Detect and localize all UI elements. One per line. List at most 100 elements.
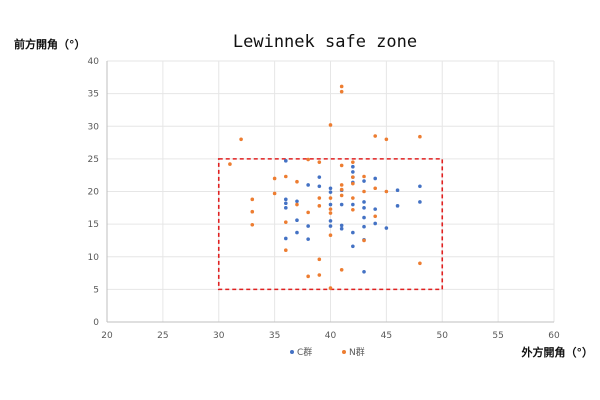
y-tick-label: 25 bbox=[88, 155, 99, 165]
data-point bbox=[284, 201, 288, 206]
data-point bbox=[250, 197, 255, 202]
data-point bbox=[339, 183, 344, 187]
x-tick-label: 45 bbox=[381, 331, 392, 341]
data-point bbox=[328, 224, 333, 228]
data-point bbox=[362, 206, 366, 210]
data-point bbox=[418, 200, 422, 204]
data-point bbox=[328, 123, 333, 127]
data-point bbox=[284, 206, 288, 210]
data-point bbox=[250, 222, 255, 227]
data-point bbox=[250, 209, 255, 214]
data-point bbox=[418, 134, 422, 139]
data-point bbox=[362, 224, 366, 229]
x-tick-label: 35 bbox=[269, 331, 280, 341]
data-point bbox=[362, 269, 366, 274]
data-point bbox=[272, 191, 277, 196]
legend: C群 N群 bbox=[290, 346, 365, 358]
chart-title: Lewinnek safe zone bbox=[233, 32, 417, 52]
y-axis-title: 前方開角（°） bbox=[14, 37, 86, 51]
y-tick-label: 5 bbox=[93, 285, 99, 295]
data-point bbox=[328, 233, 333, 238]
x-tick-label: 55 bbox=[492, 331, 503, 341]
x-axis-title: 外方開角（°） bbox=[521, 345, 594, 359]
y-tick-label: 20 bbox=[88, 188, 100, 198]
data-point bbox=[328, 202, 333, 207]
y-tick-label: 35 bbox=[88, 90, 99, 100]
data-point bbox=[317, 257, 322, 262]
data-point bbox=[328, 196, 333, 200]
data-point bbox=[362, 179, 366, 183]
data-point bbox=[306, 157, 310, 162]
legend-item: N群 bbox=[342, 346, 365, 358]
legend-marker bbox=[342, 350, 346, 354]
x-tick-label: 30 bbox=[213, 331, 225, 341]
data-point bbox=[328, 219, 333, 223]
data-point bbox=[373, 214, 378, 219]
data-point bbox=[373, 176, 378, 181]
data-point bbox=[362, 189, 366, 194]
data-point bbox=[295, 218, 299, 223]
data-point bbox=[418, 184, 422, 189]
data-point bbox=[295, 179, 299, 184]
data-point bbox=[362, 238, 366, 243]
y-tick-label: 0 bbox=[93, 318, 99, 328]
data-point bbox=[328, 190, 333, 194]
data-points bbox=[228, 84, 422, 290]
data-point bbox=[384, 137, 389, 142]
data-point bbox=[339, 89, 344, 94]
x-tick-label: 50 bbox=[437, 331, 449, 341]
legend-marker bbox=[290, 350, 294, 354]
data-point bbox=[351, 175, 355, 179]
data-point bbox=[284, 220, 288, 224]
data-point bbox=[339, 193, 344, 198]
data-point bbox=[284, 248, 288, 253]
data-point bbox=[339, 84, 344, 89]
data-point bbox=[328, 211, 333, 215]
data-point bbox=[373, 221, 378, 226]
data-point bbox=[351, 196, 355, 200]
data-point bbox=[351, 244, 355, 249]
data-point bbox=[362, 174, 366, 179]
data-point bbox=[317, 204, 322, 208]
data-point bbox=[384, 226, 389, 230]
legend-item: C群 bbox=[290, 346, 312, 358]
data-point bbox=[339, 226, 344, 231]
data-point bbox=[317, 196, 322, 200]
legend-label: N群 bbox=[349, 346, 365, 358]
data-point bbox=[362, 200, 366, 204]
data-point bbox=[306, 183, 310, 187]
y-tick-label: 30 bbox=[88, 122, 100, 132]
data-point bbox=[284, 236, 288, 241]
x-tick-label: 60 bbox=[548, 331, 560, 341]
data-point bbox=[306, 237, 310, 241]
data-point bbox=[284, 159, 288, 163]
y-tick-label: 10 bbox=[88, 253, 100, 263]
data-point bbox=[317, 175, 322, 179]
x-tick-label: 25 bbox=[157, 331, 168, 341]
x-tick-label: 20 bbox=[101, 331, 113, 341]
data-point bbox=[351, 181, 355, 186]
data-point bbox=[351, 207, 355, 212]
data-point bbox=[306, 274, 310, 279]
data-point bbox=[351, 164, 355, 169]
data-point bbox=[339, 268, 344, 272]
data-point bbox=[228, 162, 232, 166]
data-point bbox=[295, 199, 299, 204]
data-point bbox=[362, 215, 366, 220]
data-point bbox=[339, 163, 344, 168]
data-point bbox=[351, 202, 355, 207]
data-point bbox=[295, 202, 299, 207]
data-point bbox=[339, 202, 344, 207]
data-point bbox=[328, 186, 333, 191]
data-point bbox=[328, 207, 333, 211]
data-point bbox=[351, 170, 355, 174]
y-tick-label: 40 bbox=[88, 57, 100, 67]
data-point bbox=[306, 224, 310, 228]
axes bbox=[106, 61, 554, 323]
data-point bbox=[306, 210, 310, 215]
data-point bbox=[395, 188, 400, 192]
data-point bbox=[272, 176, 277, 181]
data-point bbox=[284, 174, 288, 179]
data-point bbox=[373, 186, 378, 191]
